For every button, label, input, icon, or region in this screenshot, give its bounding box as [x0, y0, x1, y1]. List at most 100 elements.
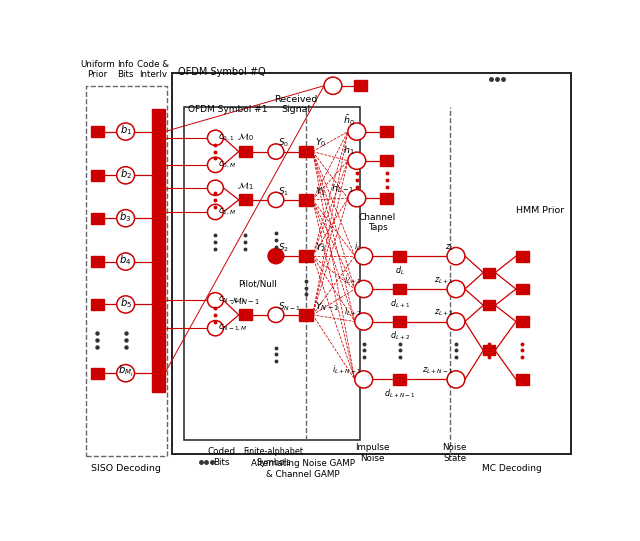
Bar — [394, 374, 406, 385]
Ellipse shape — [348, 123, 365, 140]
Text: $c_{N-1,M}$: $c_{N-1,M}$ — [218, 323, 248, 333]
Text: $d_L$: $d_L$ — [395, 265, 405, 277]
Ellipse shape — [447, 280, 465, 298]
Ellipse shape — [355, 247, 372, 265]
Ellipse shape — [116, 253, 134, 270]
Ellipse shape — [207, 157, 223, 173]
Ellipse shape — [355, 313, 372, 330]
Ellipse shape — [207, 293, 223, 308]
Text: $b_3$: $b_3$ — [120, 210, 132, 224]
Text: $d_{L+2}$: $d_{L+2}$ — [390, 330, 410, 342]
Bar — [354, 80, 367, 91]
Bar — [91, 256, 104, 267]
Text: $b_1$: $b_1$ — [120, 123, 132, 137]
Text: Received
Signal: Received Signal — [274, 95, 317, 114]
Text: MC Decoding: MC Decoding — [482, 465, 541, 473]
Bar — [299, 146, 312, 157]
Text: $b_5$: $b_5$ — [120, 296, 132, 310]
Text: $Y_2$: $Y_2$ — [315, 241, 326, 254]
Bar — [91, 299, 104, 310]
Text: $b_4$: $b_4$ — [120, 253, 132, 267]
Bar — [483, 268, 495, 278]
Ellipse shape — [268, 144, 284, 159]
Bar — [380, 155, 393, 166]
Ellipse shape — [207, 320, 223, 336]
Bar — [516, 250, 529, 261]
Bar — [380, 193, 393, 203]
Bar — [239, 309, 252, 320]
Text: HMM Prior: HMM Prior — [516, 206, 564, 215]
Text: $z_{L+2}$: $z_{L+2}$ — [434, 308, 454, 318]
Ellipse shape — [268, 248, 284, 264]
Ellipse shape — [207, 204, 223, 220]
Ellipse shape — [116, 123, 134, 140]
Bar — [394, 283, 406, 294]
Text: $c_{1,M}$: $c_{1,M}$ — [218, 207, 236, 217]
Text: $c_{0,1}$: $c_{0,1}$ — [218, 133, 234, 143]
Text: $i_{L+1}$: $i_{L+1}$ — [344, 273, 362, 286]
Text: $h_1$: $h_1$ — [343, 145, 355, 157]
Text: Alternating Noise GAMP
& Channel GAMP: Alternating Noise GAMP & Channel GAMP — [252, 459, 355, 479]
Ellipse shape — [447, 313, 465, 330]
Text: $S_2$: $S_2$ — [278, 241, 289, 254]
Ellipse shape — [116, 209, 134, 227]
Text: $Y_{N-1}$: $Y_{N-1}$ — [315, 300, 339, 313]
Bar — [299, 309, 312, 321]
Bar — [91, 368, 104, 379]
Text: Pilot/Null: Pilot/Null — [237, 280, 276, 289]
Text: Code &
Interlv: Code & Interlv — [138, 60, 170, 80]
Text: Channel
Taps: Channel Taps — [359, 213, 396, 233]
Bar — [239, 194, 252, 205]
Ellipse shape — [447, 247, 465, 265]
Ellipse shape — [207, 180, 223, 195]
Bar — [299, 194, 312, 206]
Text: $i_{L+2}$: $i_{L+2}$ — [344, 306, 362, 318]
Text: $b_2$: $b_2$ — [120, 167, 132, 181]
Ellipse shape — [324, 77, 342, 94]
Text: $S_0$: $S_0$ — [278, 137, 289, 149]
Text: $c_{0,M}$: $c_{0,M}$ — [218, 160, 236, 170]
Text: $c_{N-1,1}$: $c_{N-1,1}$ — [218, 295, 246, 306]
Text: $b_{M_i}$: $b_{M_i}$ — [118, 365, 134, 379]
Text: $Y_0$: $Y_0$ — [315, 137, 326, 149]
Bar — [516, 283, 529, 294]
Bar — [394, 250, 406, 261]
Text: $i_L$: $i_L$ — [355, 240, 362, 253]
Text: $\mathcal{M}_1$: $\mathcal{M}_1$ — [237, 180, 253, 192]
Ellipse shape — [355, 371, 372, 388]
Ellipse shape — [268, 307, 284, 322]
Bar — [380, 126, 393, 137]
Bar — [91, 213, 104, 223]
Text: $z_{L+N-1}$: $z_{L+N-1}$ — [422, 366, 454, 376]
Text: $h_{L-1}$: $h_{L-1}$ — [332, 182, 355, 195]
Text: SISO Decoding: SISO Decoding — [91, 465, 161, 473]
Ellipse shape — [355, 280, 372, 298]
Text: $S_{N-1}$: $S_{N-1}$ — [278, 300, 301, 313]
Ellipse shape — [348, 189, 365, 207]
Text: $\mathcal{M}_{N-1}$: $\mathcal{M}_{N-1}$ — [230, 295, 260, 307]
Text: $\bar{h}_0$: $\bar{h}_0$ — [343, 114, 355, 128]
Bar — [91, 170, 104, 181]
Text: Coded
Bits: Coded Bits — [207, 447, 236, 467]
Text: Impulse
Noise: Impulse Noise — [355, 443, 390, 463]
Text: $\mathcal{M}_0$: $\mathcal{M}_0$ — [237, 132, 253, 143]
Text: $S_1$: $S_1$ — [278, 186, 289, 198]
Text: $Y_1$: $Y_1$ — [315, 186, 326, 198]
Bar — [483, 346, 495, 355]
Bar — [91, 126, 104, 137]
Ellipse shape — [207, 130, 223, 146]
Ellipse shape — [116, 167, 134, 184]
Text: $z_L$: $z_L$ — [445, 242, 454, 253]
Text: Uniform
Prior: Uniform Prior — [80, 60, 115, 80]
Bar — [516, 316, 529, 327]
Bar — [516, 374, 529, 385]
Ellipse shape — [116, 296, 134, 313]
Text: OFDM Symbol #1: OFDM Symbol #1 — [188, 105, 268, 114]
Bar — [483, 300, 495, 311]
Bar — [394, 316, 406, 327]
Text: OFDM Symbol #Q: OFDM Symbol #Q — [178, 68, 266, 77]
Text: $z_{L+1}$: $z_{L+1}$ — [434, 275, 454, 286]
Text: $i_{L+N-1}$: $i_{L+N-1}$ — [332, 364, 362, 376]
Text: Noise
State: Noise State — [442, 443, 467, 463]
Bar — [299, 250, 312, 262]
